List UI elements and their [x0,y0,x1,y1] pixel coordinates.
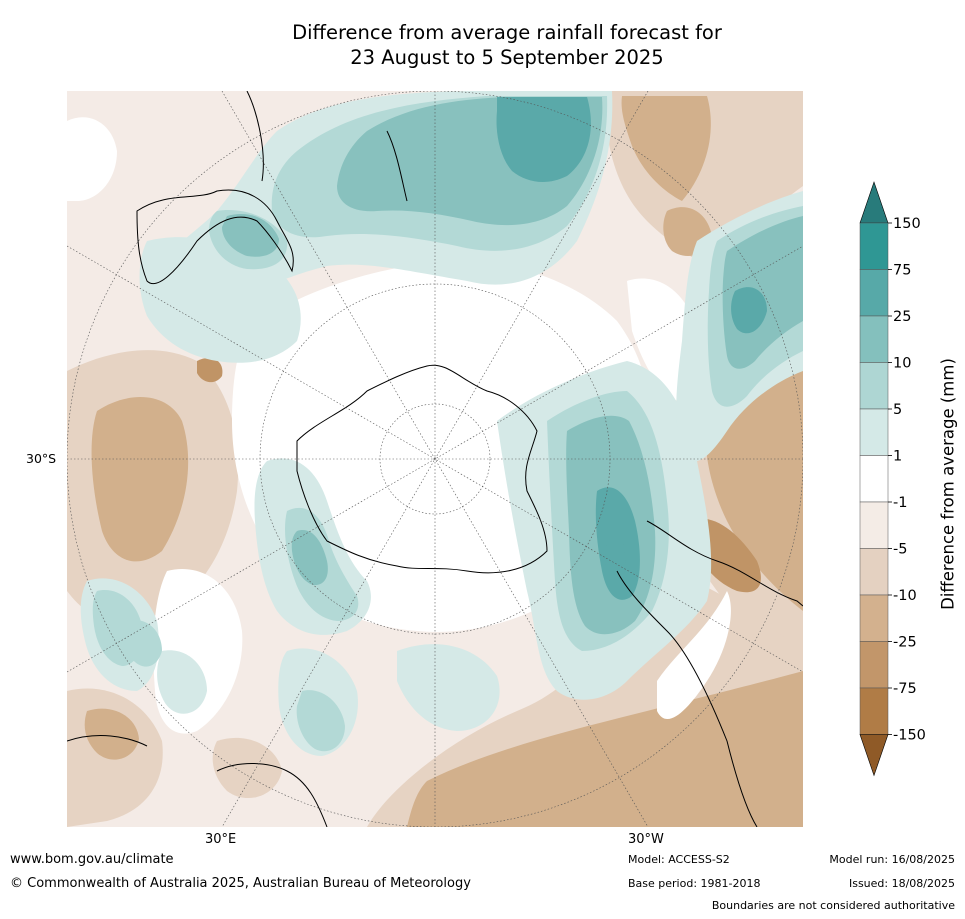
colorbar-title: Difference from average (mm) [938,358,958,610]
colorbar-svg: 150 75 25 10 5 1 -1 -5 -10 -25 -75 -150 [859,181,926,777]
colorbar-top-arrow [859,181,889,224]
colorbar-tick-label: -150 [893,728,926,744]
colorbar-tick-label: 5 [893,402,902,418]
base-period: Base period: 1981-2018 [628,877,761,890]
colorbar-tick-label: 150 [893,216,921,232]
map-title: Difference from average rainfall forecas… [67,20,947,70]
colorbar-band [859,269,889,317]
colorbar: 150 75 25 10 5 1 -1 -5 -10 -25 -75 -150 [850,180,965,790]
copyright-notice: © Commonwealth of Australia 2025, Austra… [10,876,471,891]
rainfall-map-svg [67,91,803,827]
title-line-2: 23 August to 5 September 2025 [350,46,664,69]
model-name: Model: ACCESS-S2 [628,853,730,866]
colorbar-tick-label: -1 [893,495,907,511]
colorbar-tick-label: -5 [893,542,907,558]
colorbar-band [859,408,889,456]
longitude-label-30w: 30°W [628,832,664,847]
colorbar-tick-label: 75 [893,263,911,279]
coastlines [67,91,803,827]
issued-date: Issued: 18/08/2025 [848,877,955,890]
colorbar-band [859,362,889,410]
model-run-date: Model run: 16/08/2025 [829,853,955,866]
colorbar-tick-label: -10 [893,588,917,604]
colorbar-band [859,594,889,642]
title-line-1: Difference from average rainfall forecas… [292,21,722,44]
colorbar-tick-label: -25 [893,635,917,651]
colorbar-band [859,315,889,363]
colorbar-tick-label: 10 [893,356,911,372]
colorbar-tick-label: 25 [893,309,911,325]
longitude-label-30e: 30°E [205,832,237,847]
colorbar-band [859,687,889,735]
colorbar-band [859,455,889,503]
colorbar-tick-label: 1 [893,449,902,465]
latitude-label-30s: 30°S [26,451,57,466]
boundaries-disclaimer: Boundaries are not considered authoritat… [711,899,955,912]
rainfall-map[interactable] [67,91,803,827]
colorbar-band [859,222,889,270]
website-link[interactable]: www.bom.gov.au/climate [10,852,174,867]
colorbar-bottom-arrow [859,734,889,777]
graticule [67,91,803,827]
colorbar-band [859,501,889,549]
colorbar-band [859,548,889,596]
colorbar-band [859,641,889,689]
wet-25-regions [496,97,767,600]
colorbar-tick-label: -75 [893,681,917,697]
